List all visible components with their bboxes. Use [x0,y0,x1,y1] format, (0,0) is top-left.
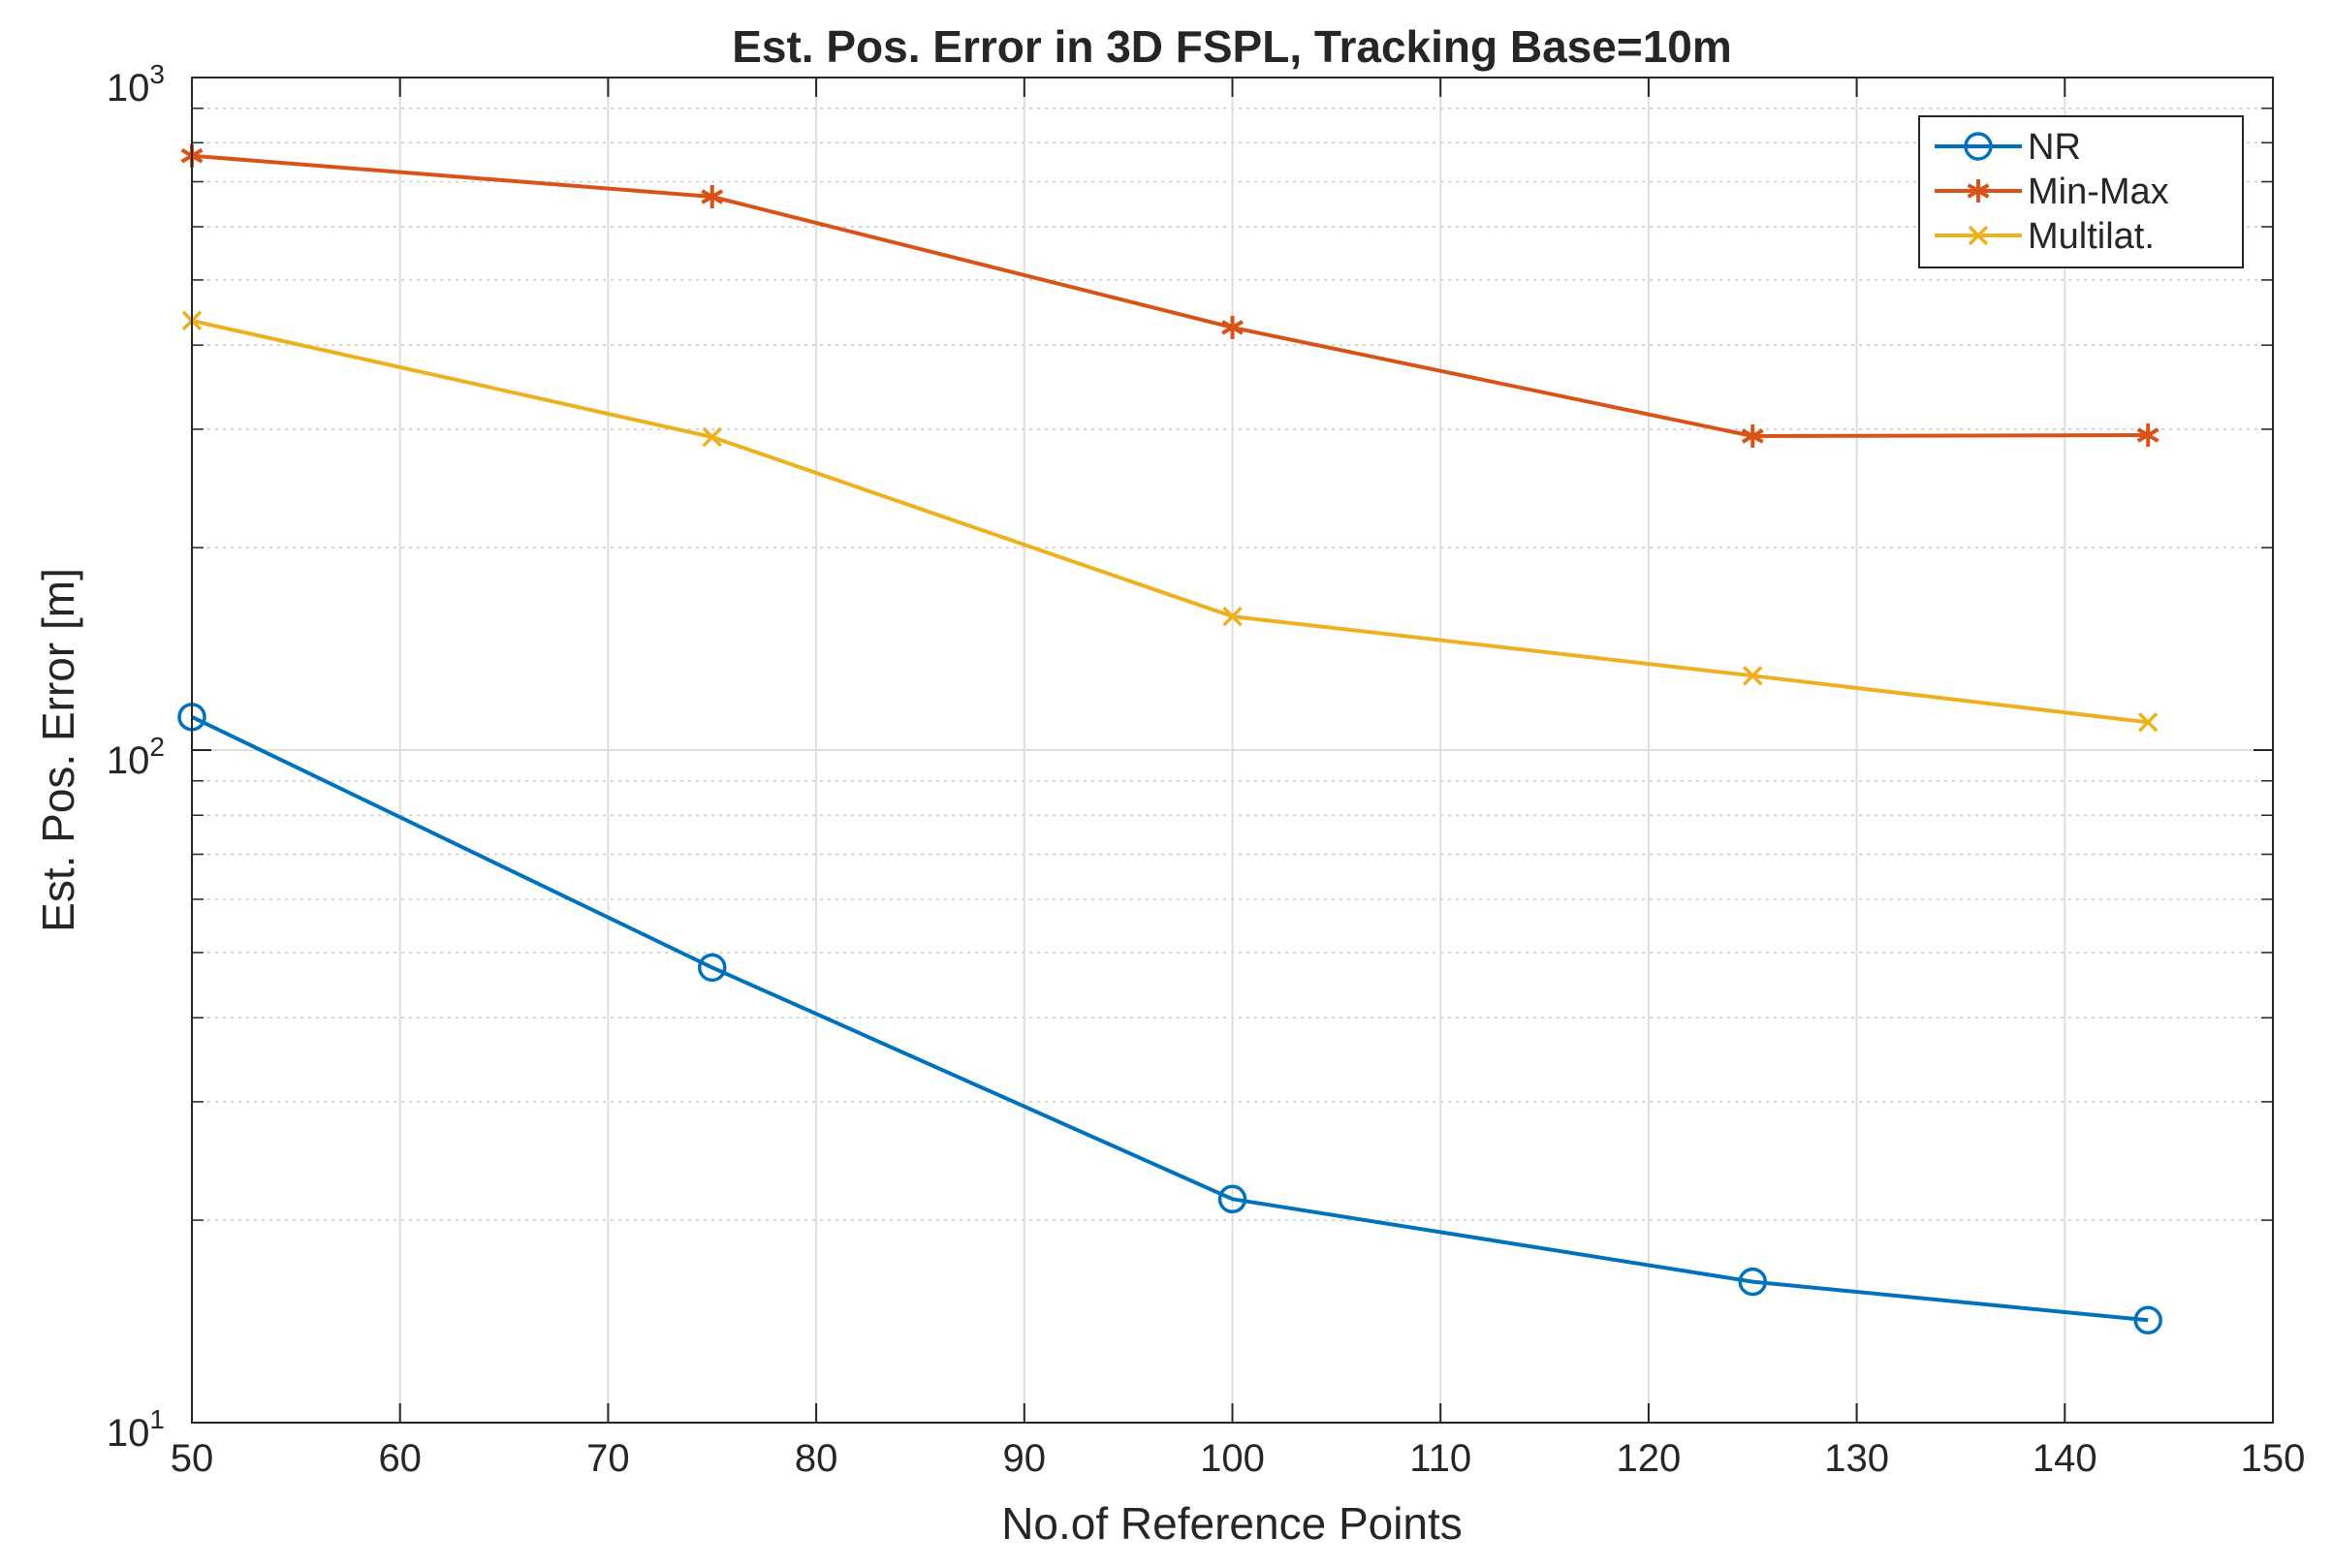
tick-marks [191,77,2274,1424]
y-axis-label: Est. Pos. Error [m] [33,568,83,932]
marker-asterisk [2136,423,2160,447]
x-tick-label: 70 [586,1437,630,1480]
data-point-min-max [701,184,724,208]
y-tick-label: 101 [107,1404,165,1455]
marker-circle [2133,1305,2162,1335]
x-tick-labels: 50 60 70 80 90 100 110 120 130 140 150 [171,1437,2306,1480]
data-point-nr [1738,1267,1767,1297]
marker-x [1968,225,1989,246]
legend-item-multilat: Multilat. [1935,216,2155,257]
legend-item-min-max: Min-Max [1935,172,2169,212]
marker-asterisk [701,184,724,208]
x-tick-label: 100 [1200,1437,1265,1480]
marker-x [1743,666,1763,686]
marker-x [1222,606,1243,627]
marker-x [702,426,722,448]
legend-item-nr: NR [1935,127,2081,168]
marker-asterisk [1741,423,1764,448]
legend-label: NR [2028,127,2081,168]
x-axis-label: No.of Reference Points [1001,1498,1463,1549]
x-tick-label: 60 [378,1437,422,1480]
data-point-multilat [2137,712,2159,733]
marker-circle [1964,132,1993,161]
legend-label: Min-Max [2028,172,2169,212]
x-tick-label: 140 [2033,1437,2097,1480]
x-tick-label: 110 [1409,1437,1471,1480]
data-point-nr [2133,1305,2162,1335]
x-tick-label: 50 [171,1437,214,1480]
legend-label: Multilat. [2028,216,2155,257]
marker-circle [1217,1184,1247,1214]
data-point-multilat [1743,666,1763,686]
major-grid [192,78,2273,1423]
marker-circle [698,953,727,983]
marker-asterisk [1967,179,1990,203]
data-point-min-max [1741,423,1764,448]
chart-title: Est. Pos. Error in 3D FSPL, Tracking Bas… [732,21,1732,72]
series-line-nr [191,714,2149,1323]
series-layer [177,143,2162,1335]
data-point-multilat [702,426,722,448]
data-point-nr [1217,1184,1247,1214]
y-tick-label: 103 [107,59,165,110]
marker-x [2137,712,2159,733]
x-tick-label: 150 [2241,1437,2306,1480]
marker-circle [1738,1267,1767,1297]
x-tick-label: 90 [1003,1437,1047,1480]
data-point-min-max [2136,423,2160,447]
x-tick-label: 80 [795,1437,838,1480]
data-point-multilat [1222,606,1243,627]
marker-asterisk [1221,315,1244,339]
y-tick-label: 102 [107,732,165,782]
y-tick-labels: 101 102 103 [107,59,165,1455]
x-tick-label: 130 [1824,1437,1889,1480]
data-point-nr [698,953,727,983]
data-point-min-max [1221,315,1244,339]
x-tick-label: 120 [1617,1437,1682,1480]
